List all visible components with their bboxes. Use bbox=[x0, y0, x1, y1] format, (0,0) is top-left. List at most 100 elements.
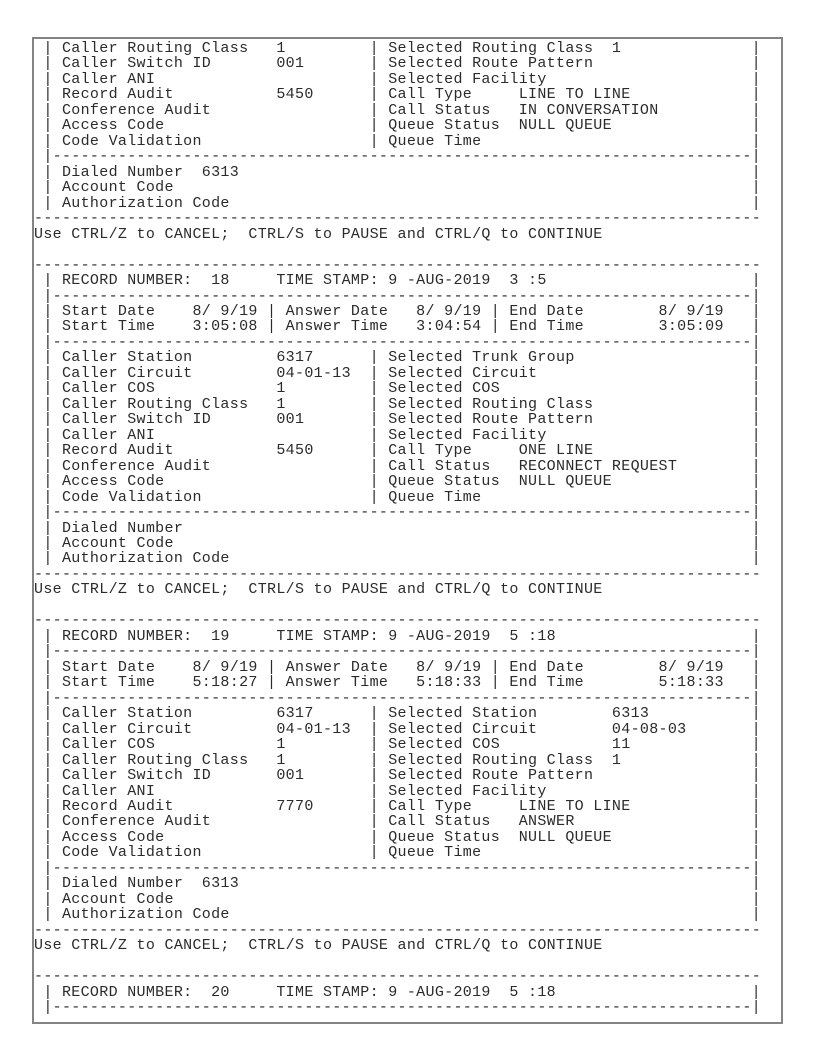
right-border-pipe: | bbox=[751, 689, 761, 707]
line-text: |---------------------------------------… bbox=[34, 999, 752, 1017]
line-text: |---------------------------------------… bbox=[34, 333, 752, 351]
line-text: Use CTRL/Z to CANCEL; CTRL/S to PAUSE an… bbox=[34, 937, 603, 955]
line-text: | Record Audit 7770 | Call Type LINE TO … bbox=[34, 797, 631, 815]
line-text: ----------------------------------------… bbox=[34, 210, 762, 228]
line-text: ----------------------------------------… bbox=[34, 612, 762, 630]
terminal-line: Use CTRL/Z to CANCEL; CTRL/S to PAUSE an… bbox=[34, 225, 781, 243]
terminal-line: | Caller Station 6317 | Selected Station… bbox=[34, 705, 781, 723]
terminal-line: | Caller COS 1 | Selected COS 11 | bbox=[34, 736, 781, 754]
line-text: | Code Validation | Queue Time bbox=[34, 132, 482, 150]
terminal-line: | Caller COS 1 | Selected COS | bbox=[34, 380, 781, 398]
right-border-pipe: | bbox=[751, 473, 761, 491]
terminal-line: | Caller Station 6317 | Selected Trunk G… bbox=[34, 349, 781, 367]
terminal-line: | RECORD NUMBER: 18 TIME STAMP: 9 -AUG-2… bbox=[34, 272, 781, 290]
line-text: | RECORD NUMBER: 18 TIME STAMP: 9 -AUG-2… bbox=[34, 272, 547, 290]
line-text: | Caller Circuit 04-01-13 | Selected Cir… bbox=[34, 364, 538, 382]
right-border-pipe: | bbox=[751, 442, 761, 460]
right-border-pipe: | bbox=[751, 658, 761, 676]
right-border-pipe: | bbox=[751, 674, 761, 692]
separator-line: |---------------------------------------… bbox=[34, 689, 781, 707]
line-text: ----------------------------------------… bbox=[34, 565, 762, 583]
line-text: Use CTRL/Z to CANCEL; CTRL/S to PAUSE an… bbox=[34, 225, 603, 243]
blank-line bbox=[34, 954, 781, 969]
line-text: | Authorization Code bbox=[34, 550, 230, 568]
terminal-output: | Caller Routing Class 1 | Selected Rout… bbox=[34, 39, 781, 1016]
right-border-pipe: | bbox=[751, 349, 761, 367]
terminal-line: | Record Audit 5450 | Call Type LINE TO … bbox=[34, 86, 781, 104]
line-text: | Access Code | Queue Status NULL QUEUE bbox=[34, 473, 612, 491]
terminal-line: | Caller Switch ID 001 | Selected Route … bbox=[34, 767, 781, 785]
right-border-pipe: | bbox=[751, 132, 761, 150]
separator-line: ----------------------------------------… bbox=[34, 921, 781, 939]
right-border-pipe: | bbox=[751, 550, 761, 568]
right-border-pipe: | bbox=[751, 86, 761, 104]
line-text: | Account Code bbox=[34, 890, 174, 908]
right-border-pipe: | bbox=[751, 643, 761, 661]
right-border-pipe: | bbox=[751, 163, 761, 181]
line-text: | Conference Audit | Call Status ANSWER bbox=[34, 813, 575, 831]
right-border-pipe: | bbox=[751, 875, 761, 893]
right-border-pipe: | bbox=[751, 287, 761, 305]
line-text: ----------------------------------------… bbox=[34, 921, 762, 939]
line-text: | Caller ANI | Selected Facility bbox=[34, 782, 547, 800]
line-text: | Caller ANI | Selected Facility bbox=[34, 426, 547, 444]
right-border-pipe: | bbox=[751, 859, 761, 877]
right-border-pipe: | bbox=[751, 890, 761, 908]
line-text: | Access Code | Queue Status NULL QUEUE bbox=[34, 828, 612, 846]
line-text: | Record Audit 5450 | Call Type LINE TO … bbox=[34, 86, 631, 104]
terminal-line: | Code Validation | Queue Time | bbox=[34, 132, 781, 150]
separator-line: |---------------------------------------… bbox=[34, 333, 781, 351]
line-text: | Account Code bbox=[34, 179, 174, 197]
right-border-pipe: | bbox=[751, 364, 761, 382]
right-border-pipe: | bbox=[751, 179, 761, 197]
separator-line: |---------------------------------------… bbox=[34, 999, 781, 1017]
line-text: Use CTRL/Z to CANCEL; CTRL/S to PAUSE an… bbox=[34, 581, 603, 599]
terminal-line: | Dialed Number | bbox=[34, 519, 781, 537]
line-text: | Caller Station 6317 | Selected Trunk G… bbox=[34, 349, 575, 367]
right-border-pipe: | bbox=[751, 302, 761, 320]
line-text: | Caller Switch ID 001 | Selected Route … bbox=[34, 411, 594, 429]
line-text: | Conference Audit | Call Status IN CONV… bbox=[34, 101, 659, 119]
right-border-pipe: | bbox=[751, 457, 761, 475]
right-border-pipe: | bbox=[751, 999, 761, 1017]
terminal-line: | Code Validation | Queue Time | bbox=[34, 845, 781, 861]
line-text: | Start Date 8/ 9/19 | Answer Date 8/ 9/… bbox=[34, 658, 724, 676]
line-text: | Caller COS 1 | Selected COS 11 bbox=[34, 736, 631, 754]
line-text: | Caller Switch ID 001 | Selected Route … bbox=[34, 55, 594, 73]
separator-line: |---------------------------------------… bbox=[34, 859, 781, 877]
terminal-line: | Authorization Code | bbox=[34, 550, 781, 568]
terminal-line: | Dialed Number 6313 | bbox=[34, 875, 781, 893]
line-text: | Caller COS 1 | Selected COS bbox=[34, 380, 501, 398]
right-border-pipe: | bbox=[751, 535, 761, 552]
terminal-line: | Account Code | bbox=[34, 535, 781, 552]
line-text: | Start Date 8/ 9/19 | Answer Date 8/ 9/… bbox=[34, 302, 724, 320]
terminal-line: | Conference Audit | Call Status IN CONV… bbox=[34, 101, 781, 119]
terminal-line: | Caller Circuit 04-01-13 | Selected Cir… bbox=[34, 364, 781, 382]
terminal-line: Use CTRL/Z to CANCEL; CTRL/S to PAUSE an… bbox=[34, 582, 781, 597]
line-text: | RECORD NUMBER: 19 TIME STAMP: 9 -AUG-2… bbox=[34, 627, 557, 645]
terminal-line: | Access Code | Queue Status NULL QUEUE | bbox=[34, 828, 781, 846]
terminal-line: | Authorization Code | bbox=[34, 907, 781, 923]
terminal-line: | Caller ANI | Selected Facility | bbox=[34, 782, 781, 800]
line-text: | Access Code | Queue Status NULL QUEUE bbox=[34, 117, 612, 135]
terminal-line: | Caller Switch ID 001 | Selected Route … bbox=[34, 55, 781, 73]
right-border-pipe: | bbox=[751, 380, 761, 398]
terminal-line: | Caller Routing Class 1 | Selected Rout… bbox=[34, 396, 781, 412]
right-border-pipe: | bbox=[751, 705, 761, 723]
right-border-pipe: | bbox=[751, 720, 761, 738]
terminal-line: | Conference Audit | Call Status ANSWER | bbox=[34, 813, 781, 831]
right-border-pipe: | bbox=[751, 519, 761, 537]
terminal-line: | Caller Routing Class 1 | Selected Rout… bbox=[34, 40, 781, 57]
terminal-line: | Caller Circuit 04-01-13 | Selected Cir… bbox=[34, 720, 781, 738]
right-border-pipe: | bbox=[751, 40, 761, 57]
line-text: | Caller Station 6317 | Selected Station… bbox=[34, 705, 650, 723]
right-border-pipe: | bbox=[751, 318, 761, 336]
line-text: | Record Audit 5450 | Call Type ONE LINE bbox=[34, 442, 594, 460]
blank-line bbox=[34, 598, 781, 613]
right-border-pipe: | bbox=[751, 488, 761, 506]
right-border-pipe: | bbox=[751, 101, 761, 119]
separator-line: |---------------------------------------… bbox=[34, 643, 781, 661]
terminal-line: | Caller ANI | Selected Facility | bbox=[34, 426, 781, 444]
line-text: | Caller Switch ID 001 | Selected Route … bbox=[34, 767, 594, 785]
line-text: | Dialed Number 6313 bbox=[34, 875, 240, 893]
